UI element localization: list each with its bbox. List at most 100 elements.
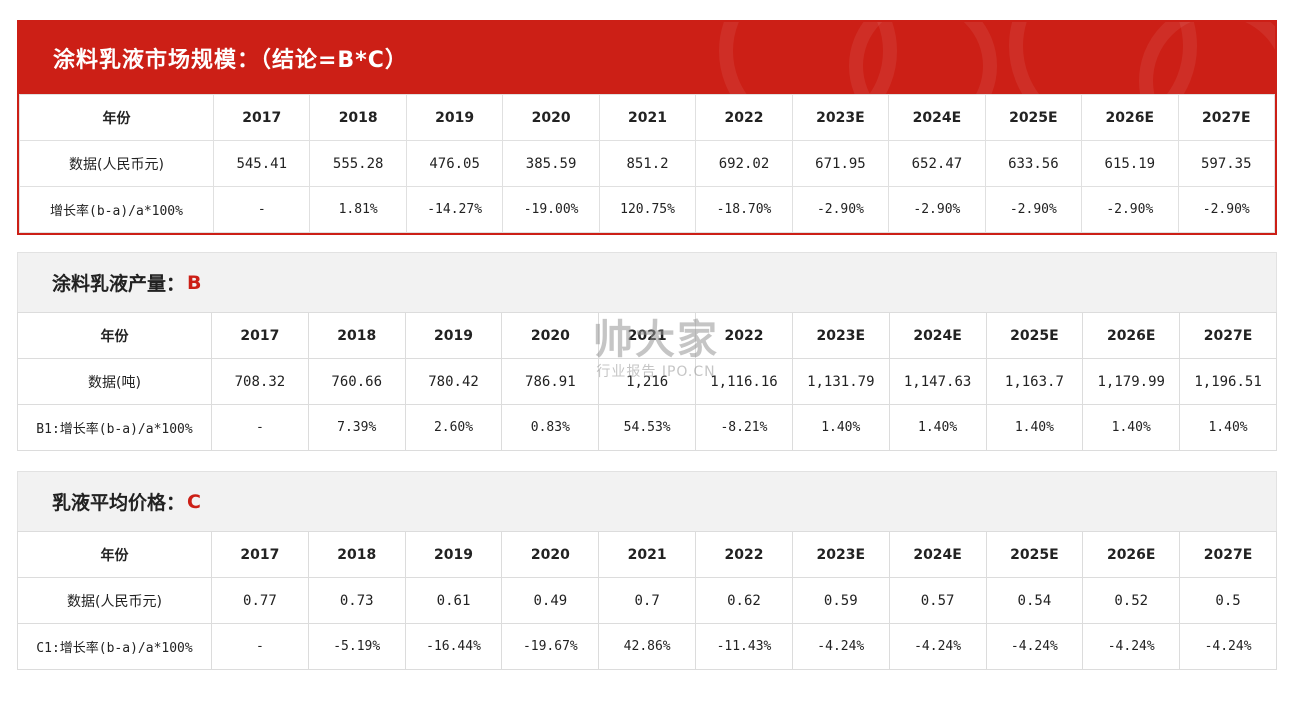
- production-table: 年份 2017 2018 2019 2020 2021 2022 2023E 2024E 2025…: [17, 312, 1277, 451]
- table-cell: 0.61: [404, 577, 503, 624]
- table-cell: 2025E: [984, 94, 1083, 141]
- table-cell: -4.24%: [888, 623, 987, 670]
- table-cell: -19.00%: [502, 186, 600, 233]
- table-cell: 1,116.16: [695, 358, 793, 405]
- table-cell: -19.67%: [501, 623, 600, 670]
- table-cell: 671.95: [791, 140, 890, 187]
- table-cell: 54.53%: [598, 404, 697, 451]
- table-cell: 1,216: [598, 358, 697, 405]
- row-label: C1:增长率(b-a)/a*100%: [17, 623, 212, 670]
- row-label: 增长率(b-a)/a*100%: [19, 186, 214, 233]
- table-cell: 652.47: [888, 140, 986, 187]
- table-cell: 2026E: [1081, 94, 1179, 141]
- avg-price-title: 乳液平均价格：: [52, 492, 186, 514]
- table-cell: -11.43%: [695, 623, 793, 670]
- row-label: 年份: [17, 531, 212, 578]
- table-cell: 786.91: [501, 358, 600, 405]
- table-cell: 2023E: [791, 94, 890, 141]
- table-cell: 2026E: [1082, 312, 1181, 359]
- table-cell: 385.59: [502, 140, 600, 187]
- table-cell: -14.27%: [405, 186, 504, 233]
- table-cell: 1.40%: [791, 404, 890, 451]
- production-title: 涂料乳液产量：: [52, 273, 186, 295]
- table-cell: -4.24%: [985, 623, 1084, 670]
- avg-price-tag: C: [187, 490, 201, 513]
- row-label: 数据(吨): [17, 358, 212, 405]
- value-row: 数据(人民币元) 545.41 555.28 476.05 385.59 851.2 692…: [19, 140, 1276, 187]
- table-cell: 1.40%: [888, 404, 987, 451]
- table-cell: 0.62: [695, 577, 793, 624]
- value-row: 数据(人民币元) 0.77 0.73 0.61 0.49 0.7 0.62 0.59 0.57 0…: [17, 577, 1277, 624]
- table-cell: 2026E: [1082, 531, 1181, 578]
- table-cell: -2.90%: [1177, 186, 1276, 233]
- table-cell: 2017: [212, 94, 311, 141]
- table-cell: -2.90%: [791, 186, 890, 233]
- table-cell: 0.54: [985, 577, 1084, 624]
- table-cell: -4.24%: [791, 623, 890, 670]
- row-label: 年份: [19, 94, 214, 141]
- avg-price-header: 乳液平均价格： C: [17, 471, 1277, 531]
- table-cell: 2019: [404, 531, 503, 578]
- table-cell: 2021: [598, 312, 697, 359]
- table-cell: 2024E: [888, 94, 986, 141]
- table-cell: -8.21%: [695, 404, 793, 451]
- table-cell: 2020: [501, 312, 600, 359]
- table-cell: 545.41: [212, 140, 311, 187]
- year-row: 年份 2017 2018 2019 2020 2021 2022 2023E 2024E 2025…: [17, 312, 1277, 359]
- table-cell: 1.40%: [1179, 404, 1277, 451]
- table-cell: 615.19: [1081, 140, 1179, 187]
- production-header: 涂料乳液产量： B: [17, 252, 1277, 312]
- table-cell: 1.81%: [309, 186, 407, 233]
- table-cell: 2021: [598, 94, 697, 141]
- table-cell: 1,131.79: [791, 358, 890, 405]
- production-panel: 涂料乳液产量： B 年份 2017 2018 2019 2020 2021 2022 2023…: [17, 252, 1277, 451]
- table-cell: 1.40%: [985, 404, 1084, 451]
- avg-price-table: 年份 2017 2018 2019 2020 2021 2022 2023E 2024E 2025…: [17, 531, 1277, 670]
- table-cell: 2022: [695, 312, 793, 359]
- table-cell: 1.40%: [1082, 404, 1181, 451]
- table-cell: 0.7: [598, 577, 697, 624]
- table-cell: 2025E: [985, 531, 1084, 578]
- table-cell: 2018: [307, 312, 406, 359]
- table-cell: 2019: [405, 94, 504, 141]
- table-cell: -16.44%: [404, 623, 503, 670]
- table-cell: 2018: [309, 94, 407, 141]
- table-cell: 2018: [307, 531, 406, 578]
- table-cell: 2025E: [985, 312, 1084, 359]
- growth-rate-row: C1:增长率(b-a)/a*100% - -5.19% -16.44% -19.67% 4…: [17, 623, 1277, 670]
- table-cell: 0.52: [1082, 577, 1181, 624]
- table-cell: 1,196.51: [1179, 358, 1277, 405]
- table-cell: 0.77: [211, 577, 309, 624]
- table-cell: -: [211, 623, 309, 670]
- table-cell: 780.42: [404, 358, 503, 405]
- table-cell: 1,147.63: [888, 358, 987, 405]
- table-cell: 2.60%: [404, 404, 503, 451]
- table-cell: -: [211, 404, 309, 451]
- table-cell: 2017: [211, 531, 309, 578]
- market-size-table: 年份 2017 2018 2019 2020 2021 2022 2023E 2024E 2025…: [19, 94, 1276, 233]
- row-label: 数据(人民币元): [17, 577, 212, 624]
- table-cell: 0.73: [307, 577, 406, 624]
- table-cell: 2020: [502, 94, 600, 141]
- value-row: 数据(吨) 708.32 760.66 780.42 786.91 1,216 1,116.…: [17, 358, 1277, 405]
- table-cell: 2024E: [888, 312, 987, 359]
- table-cell: 692.02: [695, 140, 793, 187]
- table-cell: 555.28: [309, 140, 407, 187]
- table-cell: 0.83%: [501, 404, 600, 451]
- table-cell: 0.49: [501, 577, 600, 624]
- table-cell: -4.24%: [1082, 623, 1181, 670]
- table-cell: 2023E: [791, 312, 890, 359]
- market-size-header: 涂料乳液市场规模：（结论=B*C）: [19, 22, 1275, 94]
- table-cell: 2022: [695, 531, 793, 578]
- row-label: B1:增长率(b-a)/a*100%: [17, 404, 212, 451]
- production-tag: B: [187, 271, 202, 294]
- growth-rate-row: 增长率(b-a)/a*100% -1.81% -14.27% -19.00% 120.7…: [19, 186, 1276, 233]
- table-cell: 42.86%: [598, 623, 697, 670]
- year-row: 年份 2017 2018 2019 2020 2021 2022 2023E 2024E 2025…: [17, 531, 1277, 578]
- table-cell: 2027E: [1179, 312, 1277, 359]
- table-cell: 2021: [598, 531, 697, 578]
- table-cell: 476.05: [405, 140, 504, 187]
- table-cell: 2019: [404, 312, 503, 359]
- row-label: 年份: [17, 312, 212, 359]
- table-cell: 0.57: [888, 577, 987, 624]
